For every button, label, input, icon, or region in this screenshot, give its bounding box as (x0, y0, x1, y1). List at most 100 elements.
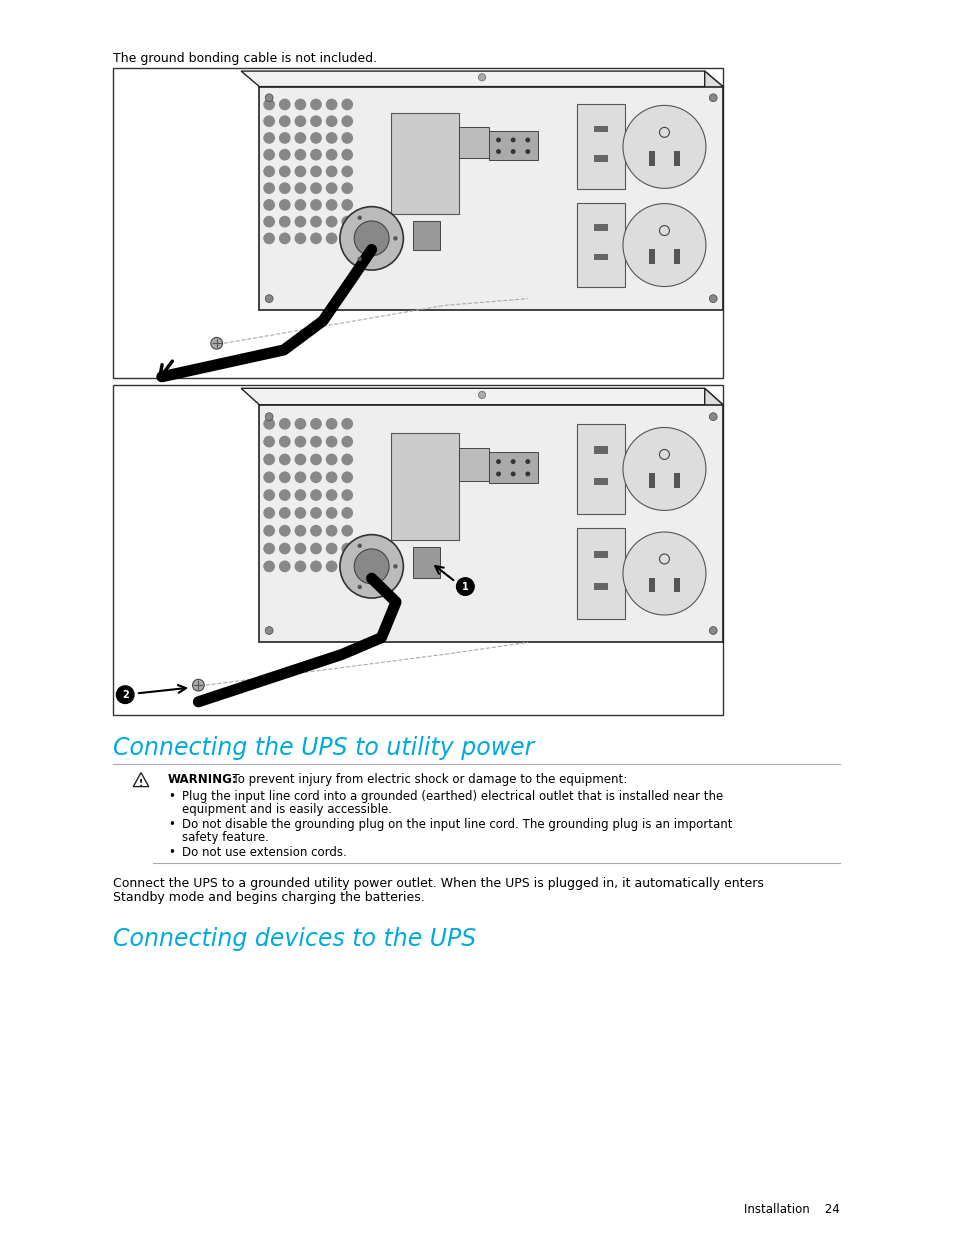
Circle shape (278, 472, 291, 483)
Circle shape (263, 436, 274, 447)
Circle shape (278, 149, 291, 161)
Circle shape (278, 417, 291, 430)
Circle shape (310, 216, 321, 227)
Bar (391, 114, 459, 214)
Circle shape (341, 199, 353, 211)
Bar (413, 547, 439, 578)
Circle shape (265, 412, 273, 421)
Circle shape (310, 453, 321, 466)
Circle shape (325, 183, 337, 194)
Text: •: • (168, 846, 174, 860)
Circle shape (496, 149, 500, 154)
Circle shape (294, 508, 306, 519)
Bar (648, 578, 655, 592)
Circle shape (525, 472, 530, 477)
Circle shape (294, 149, 306, 161)
Bar (593, 224, 608, 231)
Bar (673, 578, 679, 592)
Circle shape (325, 132, 337, 143)
Circle shape (310, 165, 321, 178)
Circle shape (341, 417, 353, 430)
Bar (593, 478, 608, 485)
Circle shape (325, 453, 337, 466)
Circle shape (510, 137, 515, 142)
Circle shape (357, 584, 361, 589)
Circle shape (310, 99, 321, 110)
Circle shape (294, 216, 306, 227)
Circle shape (325, 489, 337, 501)
Circle shape (294, 561, 306, 572)
Circle shape (310, 183, 321, 194)
Circle shape (325, 525, 337, 536)
Bar (576, 203, 625, 288)
Circle shape (294, 436, 306, 447)
Circle shape (709, 295, 717, 303)
Circle shape (278, 115, 291, 127)
Circle shape (341, 561, 353, 572)
Circle shape (294, 232, 306, 245)
Circle shape (263, 417, 274, 430)
Circle shape (325, 561, 337, 572)
Bar (576, 105, 625, 189)
Circle shape (294, 472, 306, 483)
Circle shape (278, 232, 291, 245)
Circle shape (310, 525, 321, 536)
Circle shape (357, 216, 361, 220)
Text: Standby mode and begins charging the batteries.: Standby mode and begins charging the bat… (112, 890, 424, 904)
Circle shape (294, 489, 306, 501)
Circle shape (116, 685, 133, 704)
Circle shape (525, 137, 530, 142)
Circle shape (278, 99, 291, 110)
Polygon shape (241, 388, 722, 405)
Circle shape (310, 508, 321, 519)
Circle shape (278, 542, 291, 555)
Circle shape (294, 165, 306, 178)
Circle shape (263, 165, 274, 178)
Circle shape (354, 548, 389, 584)
Polygon shape (259, 86, 722, 310)
Bar (593, 551, 608, 558)
Circle shape (310, 542, 321, 555)
Circle shape (263, 453, 274, 466)
Circle shape (341, 165, 353, 178)
Circle shape (310, 417, 321, 430)
Bar (112, 68, 722, 378)
Circle shape (265, 626, 273, 635)
Bar (488, 131, 537, 161)
Text: The ground bonding cable is not included.: The ground bonding cable is not included… (112, 52, 376, 65)
Bar (576, 424, 625, 514)
Circle shape (496, 459, 500, 464)
Bar (673, 249, 679, 264)
Circle shape (341, 216, 353, 227)
Circle shape (341, 149, 353, 161)
Circle shape (456, 578, 474, 595)
Circle shape (339, 206, 403, 270)
Circle shape (294, 525, 306, 536)
Circle shape (341, 453, 353, 466)
Text: Connect the UPS to a grounded utility power outlet. When the UPS is plugged in, : Connect the UPS to a grounded utility po… (112, 877, 763, 890)
Circle shape (263, 232, 274, 245)
Circle shape (357, 543, 361, 548)
Circle shape (341, 99, 353, 110)
Circle shape (263, 149, 274, 161)
Circle shape (278, 453, 291, 466)
Bar (593, 446, 608, 453)
Circle shape (341, 132, 353, 143)
Circle shape (341, 525, 353, 536)
Circle shape (325, 165, 337, 178)
Circle shape (278, 216, 291, 227)
Circle shape (357, 257, 361, 261)
Bar (593, 156, 608, 162)
Bar (459, 127, 488, 158)
Circle shape (325, 115, 337, 127)
Circle shape (263, 99, 274, 110)
Circle shape (325, 232, 337, 245)
Circle shape (263, 542, 274, 555)
Circle shape (325, 436, 337, 447)
Circle shape (193, 679, 204, 692)
Circle shape (510, 459, 515, 464)
Circle shape (341, 472, 353, 483)
Circle shape (294, 453, 306, 466)
Circle shape (278, 508, 291, 519)
Circle shape (278, 489, 291, 501)
